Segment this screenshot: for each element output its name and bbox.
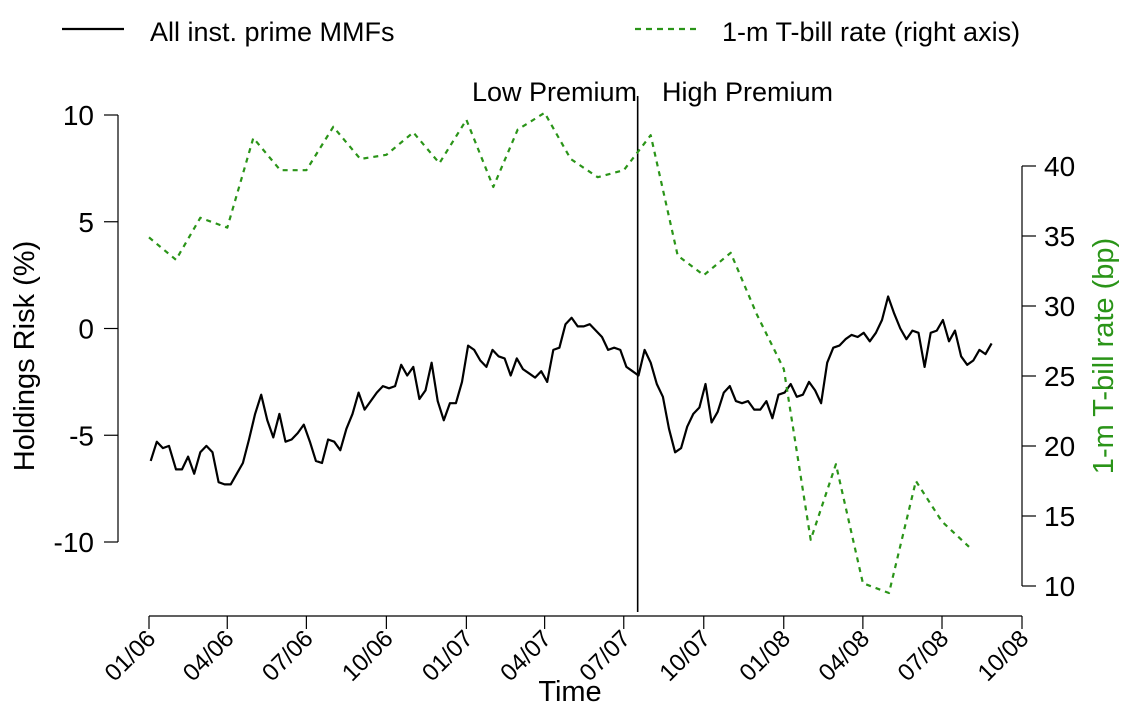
y2-tick-label: 40 bbox=[1044, 151, 1075, 182]
y-tick-label: -5 bbox=[69, 420, 94, 451]
y2-tick-label: 15 bbox=[1044, 501, 1075, 532]
x-tick-label: 01/07 bbox=[417, 625, 479, 687]
series-line-tbill-rate bbox=[148, 111, 970, 595]
x-tick-label: 01/08 bbox=[734, 625, 796, 687]
y2-axis-title: 1-m T-bill rate (bp) bbox=[1088, 238, 1120, 474]
y2-tick-label: 25 bbox=[1044, 361, 1075, 392]
x-tick-label: 01/06 bbox=[100, 625, 162, 687]
legend: All inst. prime MMFs 1-m T-bill rate (ri… bbox=[62, 17, 1020, 47]
y-tick-label: 10 bbox=[63, 100, 94, 131]
x-tick-label: 04/06 bbox=[178, 625, 240, 687]
y-tick-label: 5 bbox=[78, 207, 94, 238]
legend-label-tbill: 1-m T-bill rate (right axis) bbox=[722, 17, 1020, 47]
x-tick-label: 10/08 bbox=[973, 625, 1035, 687]
x-tick-label: 07/06 bbox=[257, 625, 319, 687]
series-line-holdings-risk bbox=[149, 295, 993, 486]
y-tick-label: 0 bbox=[78, 314, 94, 345]
low-premium-label: Low Premium bbox=[472, 77, 637, 107]
right-y-axis: 40 35 30 25 20 15 10 bbox=[1021, 151, 1075, 602]
x-tick-label: 10/07 bbox=[654, 625, 716, 687]
x-axis-title: Time bbox=[538, 676, 601, 708]
high-premium-label: High Premium bbox=[662, 77, 833, 107]
y-axis-title: Holdings Risk (%) bbox=[9, 241, 41, 471]
x-tick-label: 10/06 bbox=[337, 625, 399, 687]
x-tick-label: 07/08 bbox=[893, 625, 955, 687]
legend-label-holdings: All inst. prime MMFs bbox=[150, 17, 395, 47]
y2-tick-label: 30 bbox=[1044, 291, 1075, 322]
y-tick-label: -10 bbox=[54, 527, 94, 558]
y2-tick-label: 20 bbox=[1044, 431, 1075, 462]
y2-tick-label: 35 bbox=[1044, 221, 1075, 252]
left-y-axis: 10 5 0 -5 -10 bbox=[54, 100, 119, 558]
x-tick-label: 04/08 bbox=[814, 625, 876, 687]
y2-tick-label: 10 bbox=[1044, 571, 1075, 602]
